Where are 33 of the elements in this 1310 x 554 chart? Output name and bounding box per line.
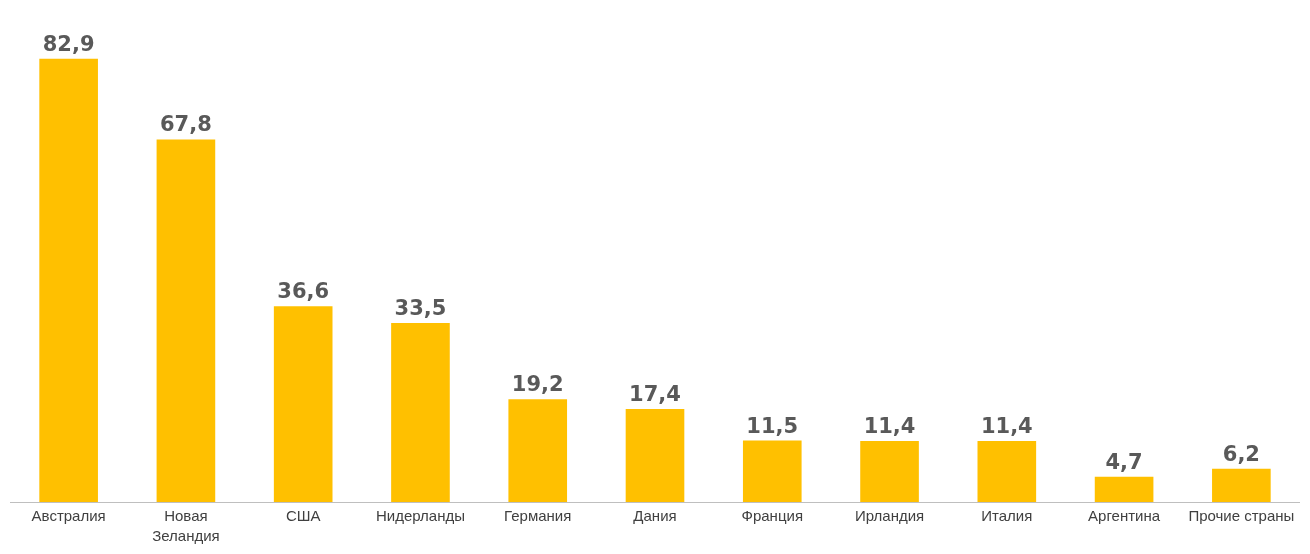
x-tick-label: Австралия (31, 507, 106, 524)
data-label: 17,4 (629, 381, 681, 406)
x-tick-label: Аргентина (1088, 507, 1161, 524)
x-tick-label: Прочие страны (1188, 507, 1295, 524)
data-label: 4,7 (1105, 449, 1143, 474)
bar (273, 306, 333, 502)
x-tick-label: США (285, 507, 321, 524)
bar (625, 408, 685, 502)
data-label: 67,8 (160, 112, 212, 137)
data-label: 33,5 (394, 295, 447, 320)
data-label: 11,4 (863, 414, 916, 439)
x-tick-label: Дания (633, 507, 677, 524)
bar (1212, 468, 1271, 502)
data-label: 82,9 (42, 31, 95, 56)
x-tick-label: Германия (504, 507, 572, 524)
data-label: 6,2 (1222, 441, 1260, 466)
data-label: 36,6 (277, 279, 330, 304)
bar (742, 440, 802, 502)
data-label: 11,4 (980, 414, 1033, 439)
data-label: 19,2 (511, 372, 564, 397)
x-tick-label: Италия (981, 507, 1033, 524)
x-tick-label: Франция (741, 507, 803, 524)
data-label: 11,5 (746, 413, 799, 438)
x-tick-label: Новая Зеландия (152, 507, 220, 544)
bar (508, 399, 568, 502)
bar (977, 441, 1037, 502)
bar (391, 322, 450, 502)
bar (39, 58, 98, 502)
bar (156, 139, 216, 502)
x-tick-label: Ирландия (854, 507, 925, 524)
x-tick-label: Нидерланды (375, 507, 465, 524)
bar (860, 441, 919, 502)
bar (1094, 476, 1154, 502)
